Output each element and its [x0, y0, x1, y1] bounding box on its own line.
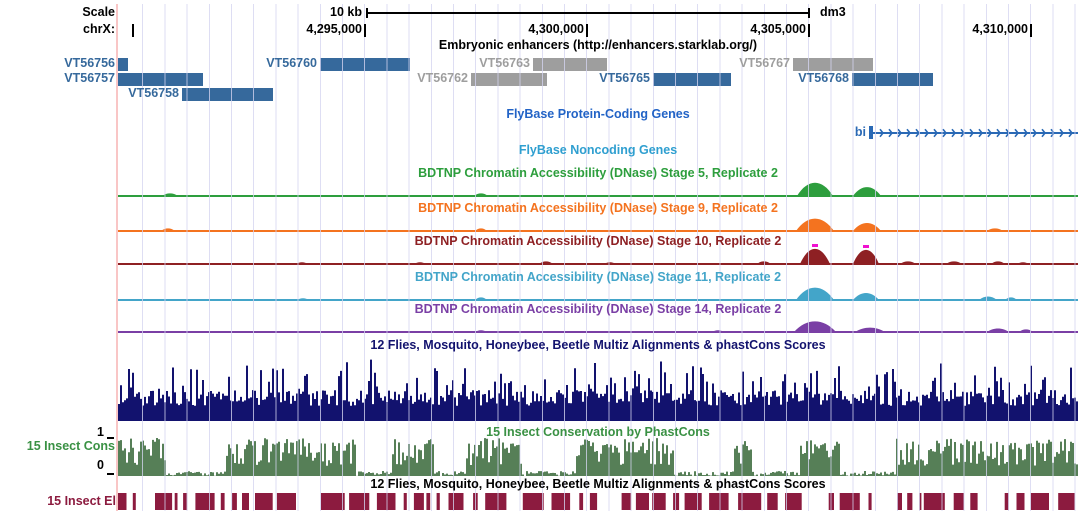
scale-bar-right-tick [808, 8, 810, 18]
phastcons-title: 15 Insect Conservation by PhastCons [486, 425, 710, 439]
flybase-coding-title: FlyBase Protein-Coding Genes [506, 107, 690, 121]
scale-bar [366, 8, 810, 18]
bdtnp-track-title: BDTNP Chromatin Accessibility (DNase) St… [414, 270, 782, 284]
phastcons-axis-min-tick [107, 473, 114, 475]
enhancer-label: VT56756 [64, 56, 115, 70]
scale-bar-left-tick [366, 8, 368, 18]
enhancer-item[interactable] [852, 73, 933, 86]
assembly-label: dm3 [820, 5, 846, 19]
phastcons-axis-max-tick [107, 437, 114, 439]
scale-value: 10 kb [330, 5, 362, 19]
enhancers-track-title: Embryonic enhancers (http://enhancers.st… [438, 38, 758, 52]
coordinate-label: 4,310,000 [972, 22, 1028, 36]
enhancer-item[interactable] [118, 73, 203, 86]
coordinate-tick [1030, 24, 1032, 37]
bdtnp-track-title: BDTNP Chromatin Accessibility (DNase) St… [414, 234, 782, 248]
scale-label: Scale [82, 5, 115, 19]
enhancer-item[interactable] [471, 73, 547, 86]
enhancer-item[interactable] [118, 58, 128, 71]
multiz-track-title: 12 Flies, Mosquito, Honeybee, Beetle Mul… [370, 338, 826, 352]
gene-bi[interactable] [869, 126, 1078, 140]
enhancer-label: VT56768 [798, 71, 849, 85]
enhancer-label: VT56758 [128, 86, 179, 100]
bdtnp-track-title: BDTNP Chromatin Accessibility (DNase) St… [418, 166, 778, 180]
enhancer-item[interactable] [533, 58, 607, 71]
enhancer-label: VT56760 [266, 56, 317, 70]
gene-label: bi [854, 125, 866, 139]
coordinate-label: 4,295,000 [306, 22, 362, 36]
enhancer-item[interactable] [182, 88, 273, 101]
phastcons-track-label[interactable]: 15 Insect Cons [26, 439, 115, 453]
enhancer-item[interactable] [653, 73, 731, 86]
elements-track-label[interactable]: 15 Insect El [47, 494, 116, 508]
enhancer-item[interactable] [793, 58, 873, 71]
bdtnp-track-title: BDTNP Chromatin Accessibility (DNase) St… [418, 201, 778, 215]
coordinate-tick [132, 24, 134, 37]
flybase-noncoding-title: FlyBase Noncoding Genes [518, 143, 678, 157]
conserved-elements-track[interactable] [118, 493, 1078, 511]
multiz-histogram[interactable] [118, 354, 1078, 421]
phastcons-histogram[interactable] [118, 438, 1078, 476]
chromosome-label: chrX: [83, 22, 115, 36]
coordinate-label: 4,300,000 [528, 22, 584, 36]
elements-track-title: 12 Flies, Mosquito, Honeybee, Beetle Mul… [370, 477, 826, 491]
enhancer-item[interactable] [320, 58, 410, 71]
coordinate-tick [364, 24, 366, 37]
enhancer-label: VT56757 [64, 71, 115, 85]
coordinate-label: 4,305,000 [750, 22, 806, 36]
bdtnp-track-title: BDTNP Chromatin Accessibility (DNase) St… [414, 302, 782, 316]
coordinate-tick [808, 24, 810, 37]
enhancer-label: VT56767 [739, 56, 790, 70]
enhancer-label: VT56763 [479, 56, 530, 70]
phastcons-axis-max: 1 [97, 425, 104, 439]
enhancer-label: VT56765 [599, 71, 650, 85]
enhancer-label: VT56762 [417, 71, 468, 85]
coordinate-tick [586, 24, 588, 37]
phastcons-axis-min: 0 [97, 458, 104, 472]
